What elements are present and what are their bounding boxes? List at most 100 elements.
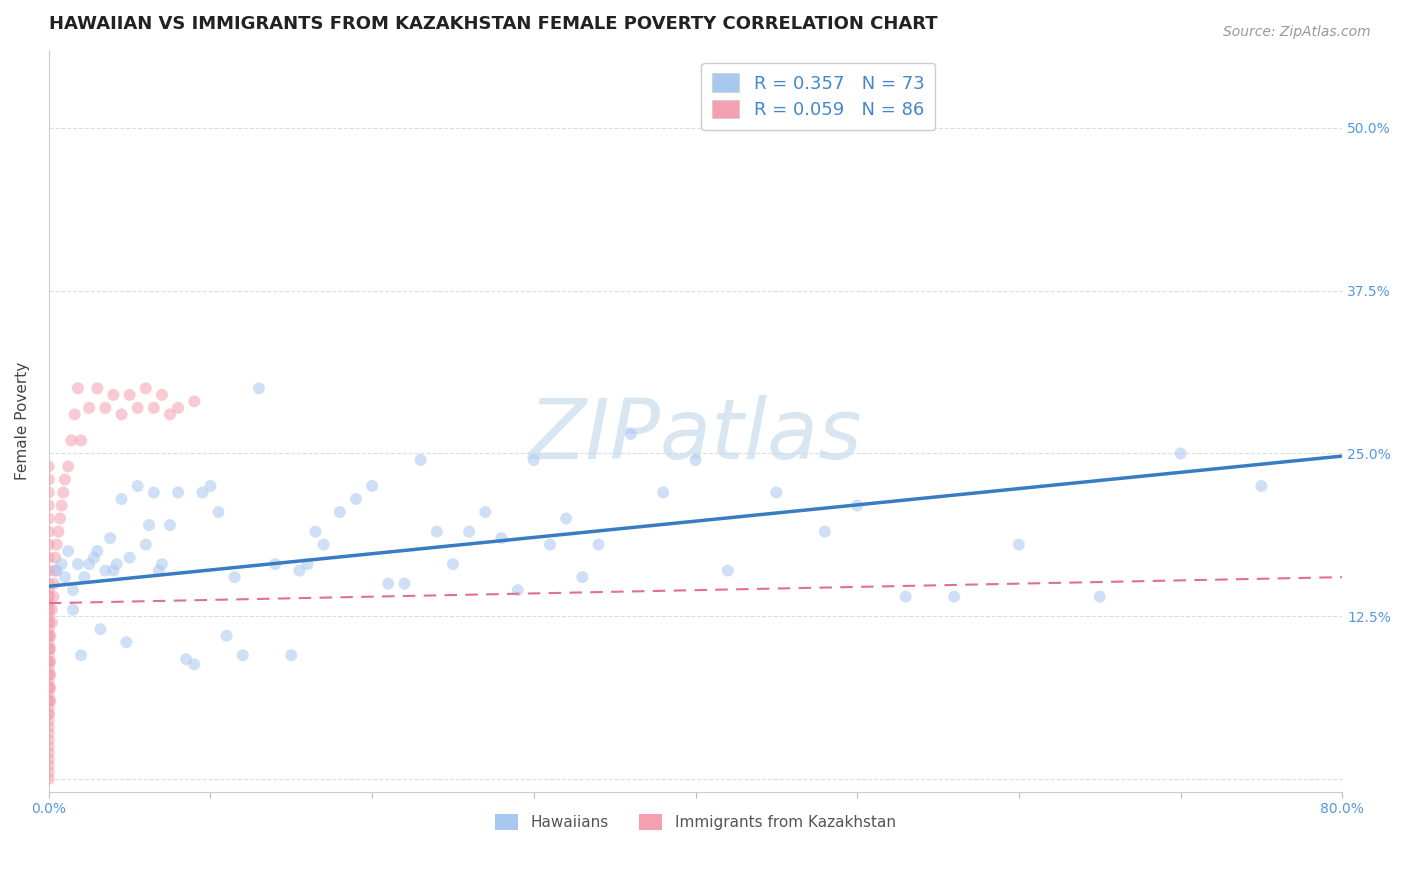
- Point: [39, 629, 62, 643]
- Point: [70, 434, 93, 448]
- Point: [42, 576, 65, 591]
- Point: [38, 739, 60, 754]
- Point: [215, 629, 238, 643]
- Text: HAWAIIAN VS IMMIGRANTS FROM KAZAKHSTAN FEMALE POVERTY CORRELATION CHART: HAWAIIAN VS IMMIGRANTS FROM KAZAKHSTAN F…: [49, 15, 938, 33]
- Point: [491, 531, 513, 545]
- Point: [159, 408, 181, 422]
- Point: [150, 557, 173, 571]
- Point: [38, 765, 60, 780]
- Point: [38, 629, 60, 643]
- Point: [506, 583, 529, 598]
- Point: [894, 590, 917, 604]
- Point: [38, 524, 60, 539]
- Point: [1250, 479, 1272, 493]
- Point: [39, 694, 62, 708]
- Point: [38, 499, 60, 513]
- Point: [224, 570, 246, 584]
- Point: [232, 648, 254, 663]
- Point: [38, 576, 60, 591]
- Point: [44, 550, 66, 565]
- Point: [135, 381, 157, 395]
- Point: [38, 714, 60, 728]
- Point: [41, 603, 63, 617]
- Point: [38, 615, 60, 630]
- Point: [142, 485, 165, 500]
- Point: [717, 564, 740, 578]
- Point: [38, 694, 60, 708]
- Point: [474, 505, 496, 519]
- Point: [127, 479, 149, 493]
- Point: [846, 499, 869, 513]
- Point: [56, 544, 79, 558]
- Point: [1170, 446, 1192, 460]
- Point: [38, 564, 60, 578]
- Point: [685, 453, 707, 467]
- Point: [38, 772, 60, 786]
- Point: [38, 681, 60, 695]
- Point: [38, 629, 60, 643]
- Point: [409, 453, 432, 467]
- Point: [127, 401, 149, 415]
- Point: [103, 564, 125, 578]
- Point: [103, 388, 125, 402]
- Point: [361, 479, 384, 493]
- Point: [86, 544, 108, 558]
- Point: [329, 505, 352, 519]
- Point: [312, 538, 335, 552]
- Point: [148, 564, 170, 578]
- Point: [42, 590, 65, 604]
- Point: [39, 667, 62, 681]
- Point: [304, 524, 326, 539]
- Point: [183, 394, 205, 409]
- Point: [70, 648, 93, 663]
- Point: [98, 531, 121, 545]
- Point: [115, 635, 138, 649]
- Point: [62, 583, 84, 598]
- Point: [288, 564, 311, 578]
- Point: [38, 674, 60, 689]
- Point: [264, 557, 287, 571]
- Point: [38, 511, 60, 525]
- Point: [38, 732, 60, 747]
- Point: [45, 564, 67, 578]
- Point: [620, 426, 643, 441]
- Point: [555, 511, 578, 525]
- Point: [38, 655, 60, 669]
- Point: [39, 681, 62, 695]
- Point: [62, 603, 84, 617]
- Point: [118, 550, 141, 565]
- Point: [167, 485, 190, 500]
- Point: [38, 700, 60, 714]
- Text: Source: ZipAtlas.com: Source: ZipAtlas.com: [1223, 25, 1371, 39]
- Point: [1088, 590, 1111, 604]
- Point: [63, 408, 86, 422]
- Point: [150, 388, 173, 402]
- Point: [426, 524, 449, 539]
- Point: [38, 726, 60, 740]
- Point: [49, 511, 72, 525]
- Y-axis label: Female Poverty: Female Poverty: [15, 362, 30, 480]
- Point: [52, 485, 75, 500]
- Point: [38, 590, 60, 604]
- Point: [56, 459, 79, 474]
- Point: [51, 499, 73, 513]
- Point: [89, 622, 111, 636]
- Point: [51, 557, 73, 571]
- Point: [77, 401, 100, 415]
- Point: [191, 485, 214, 500]
- Point: [53, 473, 76, 487]
- Point: [441, 557, 464, 571]
- Point: [73, 570, 96, 584]
- Point: [110, 408, 132, 422]
- Point: [38, 622, 60, 636]
- Point: [39, 655, 62, 669]
- Point: [38, 746, 60, 760]
- Point: [1008, 538, 1031, 552]
- Point: [247, 381, 270, 395]
- Point: [41, 615, 63, 630]
- Point: [38, 459, 60, 474]
- Point: [38, 635, 60, 649]
- Point: [207, 505, 229, 519]
- Point: [38, 694, 60, 708]
- Point: [38, 681, 60, 695]
